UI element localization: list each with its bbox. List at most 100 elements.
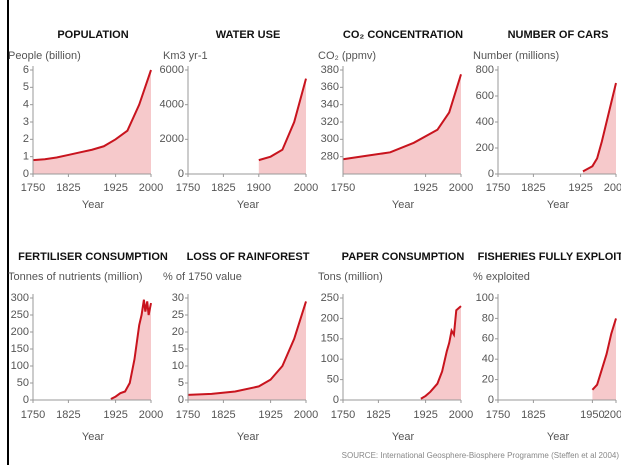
line [187, 301, 307, 396]
panel-title: CO₂ CONCENTRATION [343, 29, 463, 41]
y-tick-label: 150 [321, 333, 339, 345]
y-tick-label: 100 [11, 360, 29, 372]
y-tick-label: 25 [172, 309, 184, 321]
y-axis-label: % exploited [473, 271, 530, 283]
y-tick-label: 5 [178, 377, 184, 389]
y-tick-label: 20 [172, 326, 184, 338]
area [258, 78, 306, 174]
x-axis-label: Year [237, 431, 260, 443]
y-tick-label: 30 [172, 292, 184, 304]
x-axis-label: Year [392, 199, 415, 211]
y-tick-label: 60 [482, 333, 494, 345]
panel-title: POPULATION [57, 29, 128, 41]
y-axis-label: Number (millions) [473, 50, 559, 62]
y-axis-label: % of 1750 value [163, 271, 242, 283]
y-tick-label: 4000 [160, 99, 184, 111]
y-tick-label: 0 [23, 168, 29, 180]
y-axis-label: People (billion) [8, 50, 81, 62]
source: SOURCE: International Geosphere-Biospher… [342, 451, 620, 460]
y-axis-label: Km3 yr-1 [163, 50, 208, 62]
x-tick-label: 1750 [21, 409, 45, 421]
y-tick-label: 300 [321, 133, 339, 145]
y-tick-label: 0 [488, 394, 494, 406]
y-tick-label: 600 [476, 90, 494, 102]
y-tick-label: 0 [23, 394, 29, 406]
y-tick-label: 800 [476, 64, 494, 76]
y-tick-label: 6000 [160, 64, 184, 76]
x-axis-label: Year [547, 431, 570, 443]
panel-title: NUMBER OF CARS [508, 29, 609, 41]
x-axis-label: Year [82, 431, 105, 443]
y-tick-label: 100 [476, 292, 494, 304]
x-tick-label: 1925 [258, 409, 282, 421]
x-tick-label: 1750 [176, 409, 200, 421]
line [110, 299, 152, 400]
x-tick-label: 2000 [294, 409, 318, 421]
y-tick-label: 200 [476, 142, 494, 154]
x-tick-label: 2000 [139, 409, 163, 421]
y-tick-label: 320 [321, 116, 339, 128]
y-tick-label: 250 [321, 292, 339, 304]
line [32, 69, 152, 162]
x-tick-label: 1825 [366, 409, 390, 421]
y-tick-label: 0 [488, 168, 494, 180]
line [582, 82, 617, 173]
x-tick-label: 1925 [103, 182, 127, 194]
line [258, 78, 307, 162]
x-tick-label: 1750 [486, 182, 510, 194]
panel-title: FERTILISER CONSUMPTION [18, 251, 168, 263]
x-tick-label: 1925 [413, 182, 437, 194]
x-tick-label: 2000 [604, 409, 621, 421]
panel-title: LOSS OF RAINFOREST [187, 251, 310, 263]
area [188, 301, 306, 400]
y-tick-label: 50 [17, 377, 29, 389]
y-tick-label: 340 [321, 99, 339, 111]
area [420, 306, 461, 400]
x-tick-label: 1825 [211, 409, 235, 421]
x-tick-label: 2000 [449, 182, 473, 194]
y-tick-label: 15 [172, 343, 184, 355]
area [582, 83, 616, 174]
x-tick-label: 1950 [580, 409, 604, 421]
area [110, 299, 151, 400]
y-tick-label: 4 [23, 99, 29, 111]
x-tick-label: 1825 [521, 182, 545, 194]
x-tick-label: 1750 [21, 182, 45, 194]
x-tick-label: 1750 [176, 182, 200, 194]
y-tick-label: 6 [23, 64, 29, 76]
x-axis-label: Year [237, 199, 260, 211]
y-tick-label: 3 [23, 116, 29, 128]
y-tick-label: 360 [321, 81, 339, 93]
x-tick-label: 1825 [56, 409, 80, 421]
y-tick-label: 100 [321, 353, 339, 365]
area [343, 74, 461, 174]
x-tick-label: 1750 [331, 182, 355, 194]
x-tick-label: 1825 [521, 409, 545, 421]
x-tick-label: 1925 [413, 409, 437, 421]
x-tick-label: 1750 [486, 409, 510, 421]
y-tick-label: 50 [327, 374, 339, 386]
x-tick-label: 2000 [294, 182, 318, 194]
y-tick-label: 5 [23, 81, 29, 93]
line [342, 74, 462, 161]
y-tick-label: 300 [11, 292, 29, 304]
x-tick-label: 1825 [211, 182, 235, 194]
y-tick-label: 2000 [160, 133, 184, 145]
panel-title: WATER USE [216, 29, 281, 41]
y-tick-label: 380 [321, 64, 339, 76]
y-tick-label: 10 [172, 360, 184, 372]
area [33, 70, 151, 174]
y-tick-label: 2 [23, 133, 29, 145]
x-tick-label: 1750 [331, 409, 355, 421]
x-tick-label: 2000 [604, 182, 621, 194]
y-tick-label: 200 [321, 312, 339, 324]
x-tick-label: 2000 [139, 182, 163, 194]
panel-title: FISHERIES FULLY EXPLOITED [478, 251, 621, 263]
y-axis-label: Tonnes of nutrients (million) [8, 271, 143, 283]
y-axis-label: Tons (million) [318, 271, 383, 283]
y-tick-label: 150 [11, 343, 29, 355]
y-tick-label: 250 [11, 309, 29, 321]
x-tick-label: 1825 [56, 182, 80, 194]
x-axis-label: Year [82, 199, 105, 211]
